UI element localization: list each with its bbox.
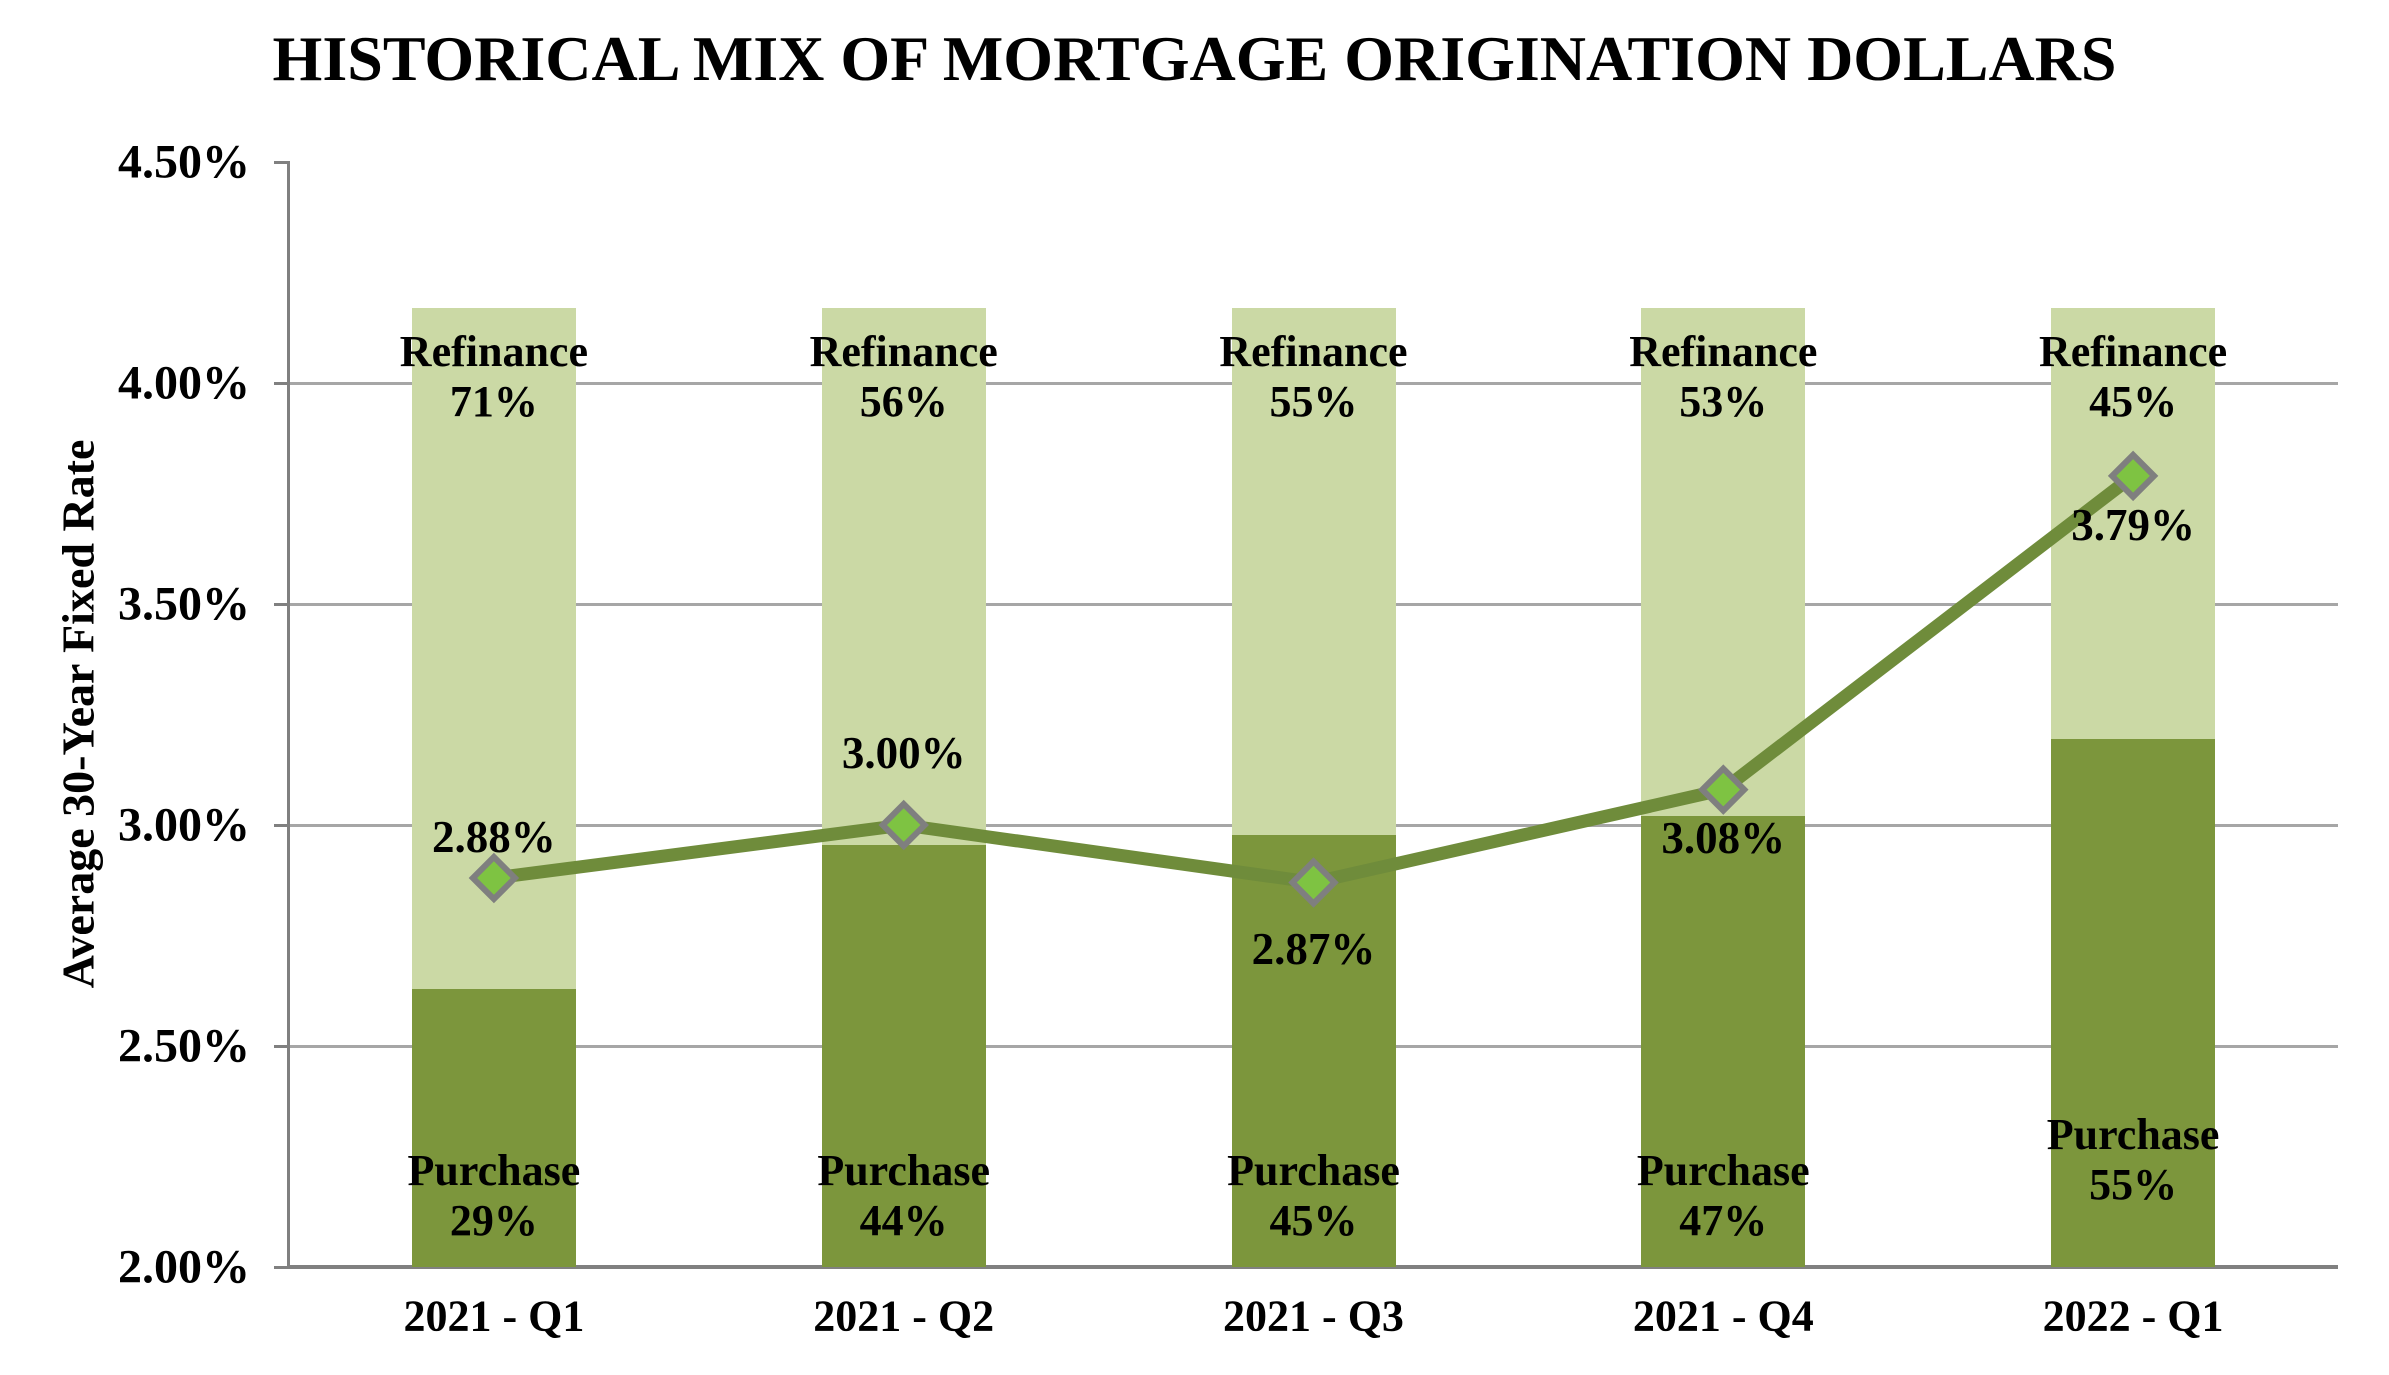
bar-segment-purchase [821,844,986,1267]
x-axis-label: 2021 - Q2 [813,1291,995,1341]
bar-label-purchase: Purchase 47% [1636,1146,1810,1245]
bar-label-refinance: Refinance 56% [809,327,998,426]
y-tick [274,603,290,606]
bar-label-refinance: Refinance 71% [399,327,588,426]
y-tick-label: 2.50% [118,1019,250,1073]
x-axis-label: 2021 - Q3 [1223,1291,1404,1341]
x-axis-label: 2022 - Q1 [2042,1291,2224,1341]
bar-segment-purchase [411,988,576,1267]
y-tick-label: 4.50% [118,135,250,189]
y-tick-label: 3.50% [118,577,250,631]
bar-label-purchase: Purchase 29% [407,1146,581,1245]
bar-label-refinance: Refinance 53% [1629,327,1818,426]
y-tick [274,1045,290,1048]
bar-label-purchase: Purchase 45% [1227,1146,1400,1245]
x-axis-label: 2021 - Q4 [1632,1291,1814,1341]
chart-title: HISTORICAL MIX OF MORTGAGE ORIGINATION D… [272,23,2117,94]
rate-point-label: 3.79% [2071,499,2195,550]
x-axis-label: 2021 - Q1 [403,1291,585,1341]
y-axis-line [287,162,290,1267]
y-tick-label: 2.00% [118,1240,250,1294]
bar-label-refinance: Refinance 55% [1219,327,1408,426]
bar-label-purchase: Purchase 44% [817,1146,991,1245]
y-axis-title: Average 30-Year Fixed Rate [52,439,104,989]
y-tick-label: 3.00% [118,798,250,852]
y-tick [274,1266,290,1269]
x-axis-line [287,1265,2338,1269]
y-tick [274,382,290,385]
bar-label-refinance: Refinance 45% [2039,327,2228,426]
rate-point-label: 3.00% [841,728,966,778]
rate-point-label: 2.88% [432,812,556,863]
y-tick [274,824,290,827]
bar-label-purchase: Purchase 55% [2046,1110,2220,1209]
bar-segment-purchase [1641,816,1806,1267]
y-tick-label: 4.00% [118,356,250,410]
y-tick [274,161,290,164]
rate-point-label: 2.87% [1251,924,1376,975]
rate-point-label: 3.08% [1661,812,1786,863]
